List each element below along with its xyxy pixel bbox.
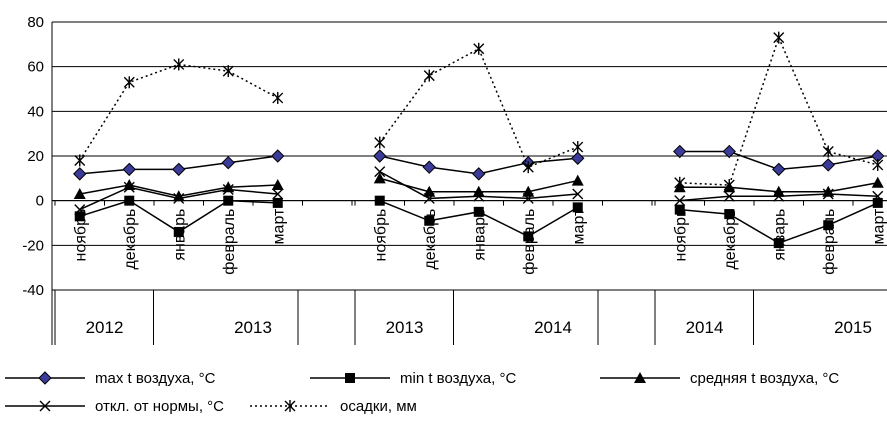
x-tick-label: февраль — [821, 209, 838, 275]
x-tick-label: декабрь — [722, 209, 739, 270]
data-point — [375, 196, 385, 206]
data-point — [124, 76, 134, 88]
legend-item: средняя t воздуха, °C — [600, 370, 839, 387]
data-point — [124, 196, 134, 206]
x-tick-label: февраль — [221, 209, 238, 275]
data-point — [473, 168, 485, 180]
x-tick-label: декабрь — [122, 209, 139, 270]
y-tick-label: 40 — [27, 103, 44, 120]
data-point — [424, 70, 434, 82]
year-label: 2014 — [686, 318, 724, 337]
x-tick-label: январь — [172, 209, 189, 261]
x-tick-label: февраль — [521, 209, 538, 275]
x-tick-label: ноябрь — [673, 209, 690, 262]
x-tick-label: январь — [472, 209, 489, 261]
data-point — [474, 43, 484, 55]
legend-label: средняя t воздуха, °C — [690, 370, 839, 387]
data-point — [222, 157, 234, 169]
y-tick-label: 60 — [27, 59, 44, 76]
data-point — [173, 163, 185, 175]
year-label: 2013 — [386, 318, 424, 337]
data-point — [573, 141, 583, 153]
data-point — [823, 146, 833, 158]
data-point — [273, 92, 283, 104]
year-label: 2012 — [86, 318, 124, 337]
data-point — [375, 137, 385, 149]
x-tick-label: январь — [772, 209, 789, 261]
data-point — [523, 161, 533, 173]
series-0 — [74, 146, 884, 180]
y-tick-label: 0 — [36, 193, 44, 210]
data-point — [123, 163, 135, 175]
legend-item: min t воздуха, °C — [310, 370, 516, 387]
data-point — [872, 177, 884, 188]
y-tick-label: -20 — [22, 237, 44, 254]
data-point — [774, 32, 784, 44]
x-tick-label: ноябрь — [73, 209, 90, 262]
data-point — [223, 196, 233, 206]
data-point — [423, 161, 435, 173]
data-point — [822, 159, 834, 171]
category-labels: ноябрь декабрь январь февраль март 2012 2013 но… — [73, 208, 887, 337]
legend-label: осадки, мм — [340, 398, 417, 415]
year-label: 2013 — [234, 318, 272, 337]
legend: max t воздуха, °C min t воздуха, °C средня… — [5, 370, 839, 415]
data-point — [345, 373, 355, 383]
year-label: 2015 — [834, 318, 872, 337]
series-line — [80, 64, 278, 160]
x-tick-label: март — [871, 208, 887, 244]
x-tick-label: март — [571, 208, 588, 244]
data-point — [273, 198, 283, 208]
legend-item: max t воздуха, °C — [5, 370, 216, 387]
legend-item: откл. от нормы, °C — [5, 398, 224, 415]
data-point — [74, 168, 86, 180]
x-tick-label: ноябрь — [373, 209, 390, 262]
legend-item: осадки, мм — [250, 398, 417, 415]
data-point — [39, 372, 51, 384]
data-point — [272, 150, 284, 162]
data-point — [873, 159, 883, 171]
axes: -40 -20 0 20 40 60 80 — [22, 14, 887, 345]
legend-label: откл. от нормы, °C — [95, 398, 224, 415]
data-point — [374, 150, 386, 162]
x-tick-label: март — [271, 208, 288, 244]
legend-label: min t воздуха, °C — [400, 370, 516, 387]
data-point — [773, 163, 785, 175]
data-point — [572, 175, 584, 186]
data-point — [675, 177, 685, 189]
data-point — [572, 152, 584, 164]
data-point — [75, 154, 85, 166]
x-tick-label: декабрь — [422, 209, 439, 270]
data-point — [174, 58, 184, 70]
y-tick-label: -40 — [22, 282, 44, 299]
legend-label: max t воздуха, °C — [95, 370, 216, 387]
y-tick-label: 20 — [27, 148, 44, 165]
year-label: 2014 — [534, 318, 572, 337]
y-tick-label: 80 — [27, 14, 44, 31]
